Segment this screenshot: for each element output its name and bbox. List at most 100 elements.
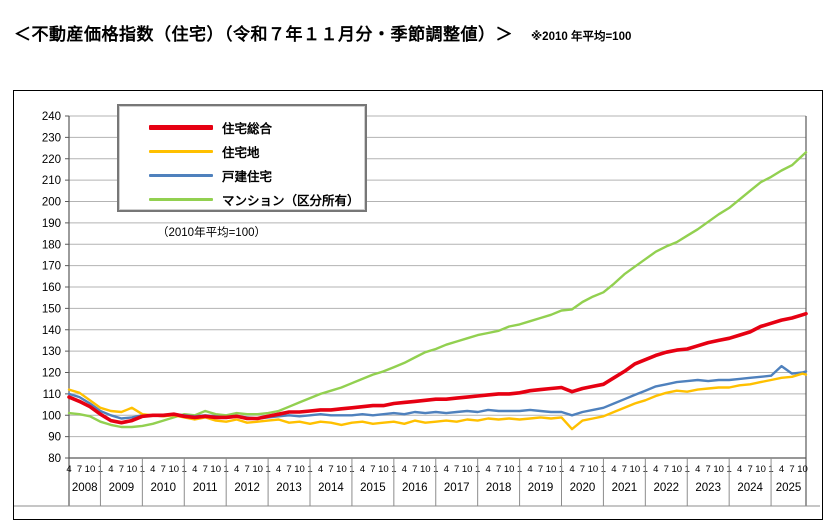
svg-text:200: 200 (42, 197, 61, 209)
svg-text:7: 7 (203, 464, 208, 475)
svg-text:4: 4 (779, 464, 784, 475)
svg-text:2019: 2019 (528, 482, 554, 494)
svg-text:2013: 2013 (276, 482, 302, 494)
legend-caption: （2010年平均=100） (157, 227, 266, 239)
svg-text:10: 10 (378, 464, 389, 475)
svg-text:4: 4 (360, 464, 365, 475)
svg-text:140: 140 (42, 325, 61, 337)
svg-text:10: 10 (336, 464, 347, 475)
svg-text:4: 4 (150, 464, 155, 475)
svg-text:4: 4 (569, 464, 574, 475)
svg-text:4: 4 (402, 464, 407, 475)
chart-legend: 住宅総合 住宅地 戸建住宅 マンション（区分所有） (117, 104, 367, 212)
svg-text:7: 7 (161, 464, 166, 475)
index-base-note: ※2010 年平均=100 (531, 31, 632, 43)
svg-text:2008: 2008 (72, 482, 98, 494)
svg-text:10: 10 (713, 464, 724, 475)
svg-text:4: 4 (66, 464, 71, 475)
svg-text:2024: 2024 (737, 482, 763, 494)
svg-text:4: 4 (444, 464, 449, 475)
svg-text:240: 240 (42, 111, 61, 123)
svg-text:7: 7 (286, 464, 291, 475)
svg-text:120: 120 (42, 368, 61, 380)
svg-text:10: 10 (252, 464, 263, 475)
svg-text:7: 7 (747, 464, 752, 475)
legend-item-residential-total: 住宅総合 (149, 115, 365, 139)
svg-text:10: 10 (797, 464, 808, 475)
svg-text:100: 100 (42, 410, 61, 422)
svg-text:2012: 2012 (234, 482, 260, 494)
svg-text:2022: 2022 (653, 482, 679, 494)
svg-text:7: 7 (454, 464, 459, 475)
legend-item-detached-house: 戸建住宅 (149, 163, 365, 187)
svg-text:2023: 2023 (695, 482, 721, 494)
svg-text:2014: 2014 (318, 482, 344, 494)
svg-text:4: 4 (192, 464, 197, 475)
svg-text:7: 7 (706, 464, 711, 475)
svg-text:10: 10 (462, 464, 473, 475)
legend-item-condominium: マンション（区分所有） (149, 187, 365, 211)
svg-text:7: 7 (538, 464, 543, 475)
svg-text:170: 170 (42, 261, 61, 273)
svg-text:2025: 2025 (776, 482, 802, 494)
legend-item-residential-land: 住宅地 (149, 139, 365, 163)
svg-text:4: 4 (737, 464, 742, 475)
detached-house-line-swatch (149, 173, 213, 177)
svg-text:10: 10 (168, 464, 179, 475)
svg-text:2010: 2010 (151, 482, 177, 494)
svg-text:10: 10 (85, 464, 96, 475)
svg-text:10: 10 (420, 464, 431, 475)
svg-text:4: 4 (653, 464, 658, 475)
svg-text:10: 10 (546, 464, 557, 475)
svg-text:7: 7 (789, 464, 794, 475)
price-index-chart: 80 90 100 110 120 130 140 150 160 170 180 190 200 210… (13, 90, 823, 520)
legend-label: 戸建住宅 (222, 169, 273, 184)
svg-text:7: 7 (580, 464, 585, 475)
page-title: ＜不動産価格指数（住宅）（令和７年１１月分・季節調整値）＞ (14, 25, 513, 44)
svg-text:4: 4 (485, 464, 490, 475)
svg-text:10: 10 (755, 464, 766, 475)
residential-total-line-swatch (149, 124, 213, 130)
svg-text:7: 7 (664, 464, 669, 475)
svg-text:7: 7 (77, 464, 82, 475)
legend-label: マンション（区分所有） (222, 193, 360, 208)
legend-label: 住宅総合 (222, 121, 273, 136)
svg-text:7: 7 (622, 464, 627, 475)
svg-text:2018: 2018 (486, 482, 512, 494)
svg-text:4: 4 (318, 464, 323, 475)
svg-text:10: 10 (671, 464, 682, 475)
svg-text:7: 7 (244, 464, 249, 475)
svg-text:4: 4 (234, 464, 239, 475)
svg-text:10: 10 (630, 464, 641, 475)
svg-text:10: 10 (294, 464, 305, 475)
svg-text:2016: 2016 (402, 482, 428, 494)
svg-text:10: 10 (210, 464, 221, 475)
svg-text:4: 4 (527, 464, 532, 475)
svg-text:2009: 2009 (109, 482, 135, 494)
svg-text:180: 180 (42, 239, 61, 251)
svg-text:2017: 2017 (444, 482, 470, 494)
svg-text:150: 150 (42, 303, 61, 315)
svg-text:10: 10 (127, 464, 138, 475)
svg-text:2015: 2015 (360, 482, 386, 494)
svg-text:4: 4 (695, 464, 700, 475)
svg-text:4: 4 (611, 464, 616, 475)
svg-text:90: 90 (48, 432, 61, 444)
svg-text:10: 10 (504, 464, 515, 475)
svg-text:190: 190 (42, 218, 61, 230)
svg-text:110: 110 (43, 389, 61, 401)
svg-text:7: 7 (412, 464, 417, 475)
svg-text:2021: 2021 (612, 482, 638, 494)
header: ＜不動産価格指数（住宅）（令和７年１１月分・季節調整値）＞ ※2010 年平均=… (14, 20, 824, 45)
svg-text:130: 130 (42, 346, 61, 358)
svg-text:7: 7 (119, 464, 124, 475)
svg-text:2020: 2020 (570, 482, 596, 494)
svg-text:10: 10 (588, 464, 599, 475)
svg-text:7: 7 (496, 464, 501, 475)
condominium-line-swatch (149, 197, 213, 201)
svg-text:4: 4 (108, 464, 113, 475)
svg-text:7: 7 (328, 464, 333, 475)
svg-text:230: 230 (42, 132, 61, 144)
legend-label: 住宅地 (222, 145, 260, 160)
line-chart-canvas: 80 90 100 110 120 130 140 150 160 170 180 190 200 210… (14, 111, 820, 507)
